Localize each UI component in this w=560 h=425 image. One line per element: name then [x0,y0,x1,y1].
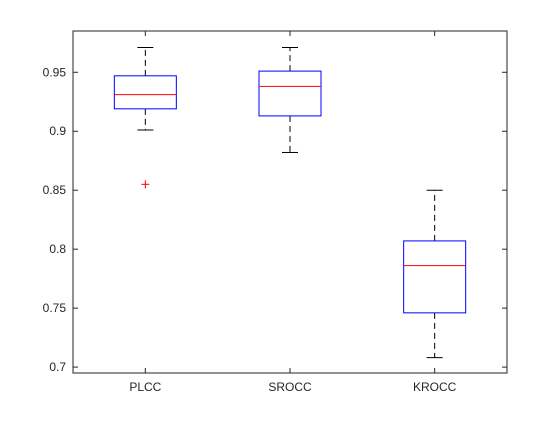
box-krocc [403,189,467,359]
axes-frame [72,30,508,374]
iqr-box [403,240,467,314]
iqr-box [113,75,177,110]
box-plcc [113,47,177,189]
y-tick-label: 0.9 [49,124,66,138]
y-tick-label: 0.85 [43,183,67,197]
y-tick-label: 0.95 [43,65,67,79]
y-tick-label: 0.7 [49,360,66,374]
y-tick-label: 0.75 [43,301,67,315]
plot-area: 0.7 0.75 0.8 0.85 0.9 0.95 PLCC SROCC KROCC [43,30,508,394]
iqr-box [258,70,322,117]
x-tick-label: PLCC [129,380,161,394]
y-tick-label: 0.8 [49,242,66,256]
x-tick-label: SROCC [268,380,312,394]
x-tick-label: KROCC [413,380,457,394]
box-srocc [258,47,322,153]
